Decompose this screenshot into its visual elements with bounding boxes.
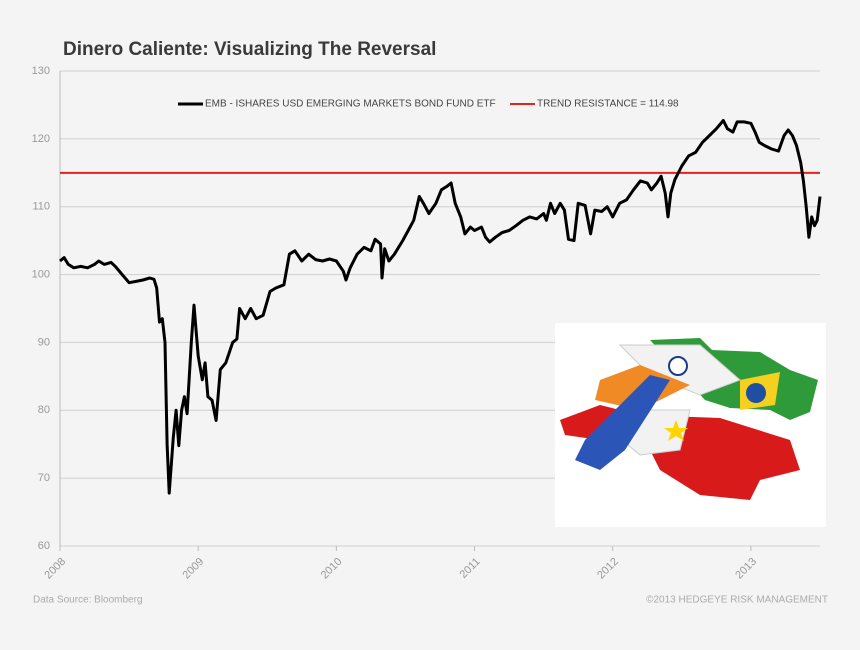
legend-label: EMB - ISHARES USD EMERGING MARKETS BOND …	[205, 99, 496, 110]
copyright-note: ©2013 HEDGEYE RISK MANAGEMENT	[646, 595, 828, 606]
y-tick-label: 120	[32, 133, 50, 145]
y-tick-label: 60	[38, 540, 50, 552]
y-tick-label: 110	[32, 201, 50, 213]
y-tick-label: 80	[38, 404, 50, 416]
chart-title: Dinero Caliente: Visualizing The Reversa…	[63, 39, 436, 60]
legend-label: TREND RESISTANCE = 114.98	[537, 99, 679, 110]
y-tick-label: 90	[38, 336, 50, 348]
y-tick-label: 100	[32, 268, 50, 280]
source-note: Data Source: Bloomberg	[33, 595, 143, 606]
y-tick-label: 70	[38, 472, 50, 484]
inset-image	[555, 323, 826, 527]
data-line	[59, 119, 822, 495]
y-tick-label: 130	[32, 65, 50, 77]
